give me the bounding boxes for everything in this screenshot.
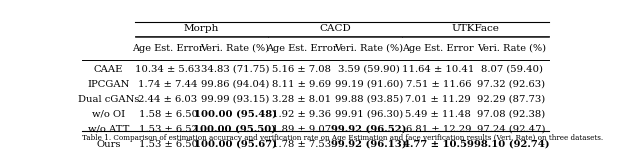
Text: 7.01 ± 11.29: 7.01 ± 11.29 (406, 95, 471, 104)
Text: 4.77 ± 10.59: 4.77 ± 10.59 (403, 140, 474, 149)
Text: IPCGAN: IPCGAN (87, 80, 130, 89)
Text: 99.88 (93.85): 99.88 (93.85) (335, 95, 403, 104)
Text: 99.91 (96.30): 99.91 (96.30) (335, 110, 403, 119)
Text: 98.10 (92.74): 98.10 (92.74) (474, 140, 549, 149)
Text: Age Est. Error: Age Est. Error (266, 44, 338, 53)
Text: 1.53 ± 6.52: 1.53 ± 6.52 (138, 125, 198, 134)
Text: Dual cGANs: Dual cGANs (78, 95, 140, 104)
Text: 1.92 ± 9.36: 1.92 ± 9.36 (273, 110, 332, 119)
Text: 7.51 ± 11.66: 7.51 ± 11.66 (406, 80, 471, 89)
Text: CACD: CACD (319, 24, 351, 33)
Text: 10.34 ± 5.63: 10.34 ± 5.63 (135, 65, 201, 74)
Text: 97.08 (92.38): 97.08 (92.38) (477, 110, 546, 119)
Text: 97.32 (92.63): 97.32 (92.63) (477, 80, 545, 89)
Text: Age Est. Error: Age Est. Error (132, 44, 204, 53)
Text: 11.64 ± 10.41: 11.64 ± 10.41 (402, 65, 474, 74)
Text: 100.00 (95.48): 100.00 (95.48) (193, 110, 276, 119)
Text: Veri. Rate (%): Veri. Rate (%) (477, 44, 546, 53)
Text: CAAE: CAAE (94, 65, 124, 74)
Text: w/o ATT: w/o ATT (88, 125, 129, 134)
Text: Ours: Ours (96, 140, 121, 149)
Text: Table 1. Comparison of estimation accuracy and verification rate on Age Estimati: Table 1. Comparison of estimation accura… (83, 134, 604, 142)
Text: 1.89 ± 9.07: 1.89 ± 9.07 (273, 125, 332, 134)
Text: 99.99 (93.15): 99.99 (93.15) (201, 95, 269, 104)
Text: 99.19 (91.60): 99.19 (91.60) (335, 80, 403, 89)
Text: Age Est. Error: Age Est. Error (403, 44, 474, 53)
Text: w/o OI: w/o OI (92, 110, 125, 119)
Text: 8.07 (59.40): 8.07 (59.40) (481, 65, 543, 74)
Text: 99.86 (94.04): 99.86 (94.04) (201, 80, 269, 89)
Text: Veri. Rate (%): Veri. Rate (%) (335, 44, 403, 53)
Text: 99.92 (96.52): 99.92 (96.52) (331, 125, 406, 134)
Text: 1.74 ± 7.44: 1.74 ± 7.44 (138, 80, 198, 89)
Text: 97.24 (92.47): 97.24 (92.47) (477, 125, 546, 134)
Text: 1.53 ± 6.50: 1.53 ± 6.50 (138, 140, 198, 149)
Text: 99.92 (96.13): 99.92 (96.13) (331, 140, 407, 149)
Text: 100.00 (95.50): 100.00 (95.50) (193, 125, 276, 134)
Text: 3.28 ± 8.01: 3.28 ± 8.01 (273, 95, 332, 104)
Text: UTKFace: UTKFace (451, 24, 499, 33)
Text: 2.44 ± 6.03: 2.44 ± 6.03 (138, 95, 198, 104)
Text: 1.78 ± 7.53: 1.78 ± 7.53 (273, 140, 332, 149)
Text: Veri. Rate (%): Veri. Rate (%) (200, 44, 269, 53)
Text: 3.59 (59.90): 3.59 (59.90) (338, 65, 400, 74)
Text: 5.49 ± 11.48: 5.49 ± 11.48 (405, 110, 471, 119)
Text: 34.83 (71.75): 34.83 (71.75) (201, 65, 269, 74)
Text: 6.81 ± 12.29: 6.81 ± 12.29 (406, 125, 471, 134)
Text: 1.58 ± 6.50: 1.58 ± 6.50 (138, 110, 198, 119)
Text: 100.00 (95.67): 100.00 (95.67) (193, 140, 276, 149)
Text: Morph: Morph (184, 24, 220, 33)
Text: 5.16 ± 7.08: 5.16 ± 7.08 (273, 65, 332, 74)
Text: 8.11 ± 9.69: 8.11 ± 9.69 (273, 80, 332, 89)
Text: 92.29 (87.73): 92.29 (87.73) (477, 95, 546, 104)
